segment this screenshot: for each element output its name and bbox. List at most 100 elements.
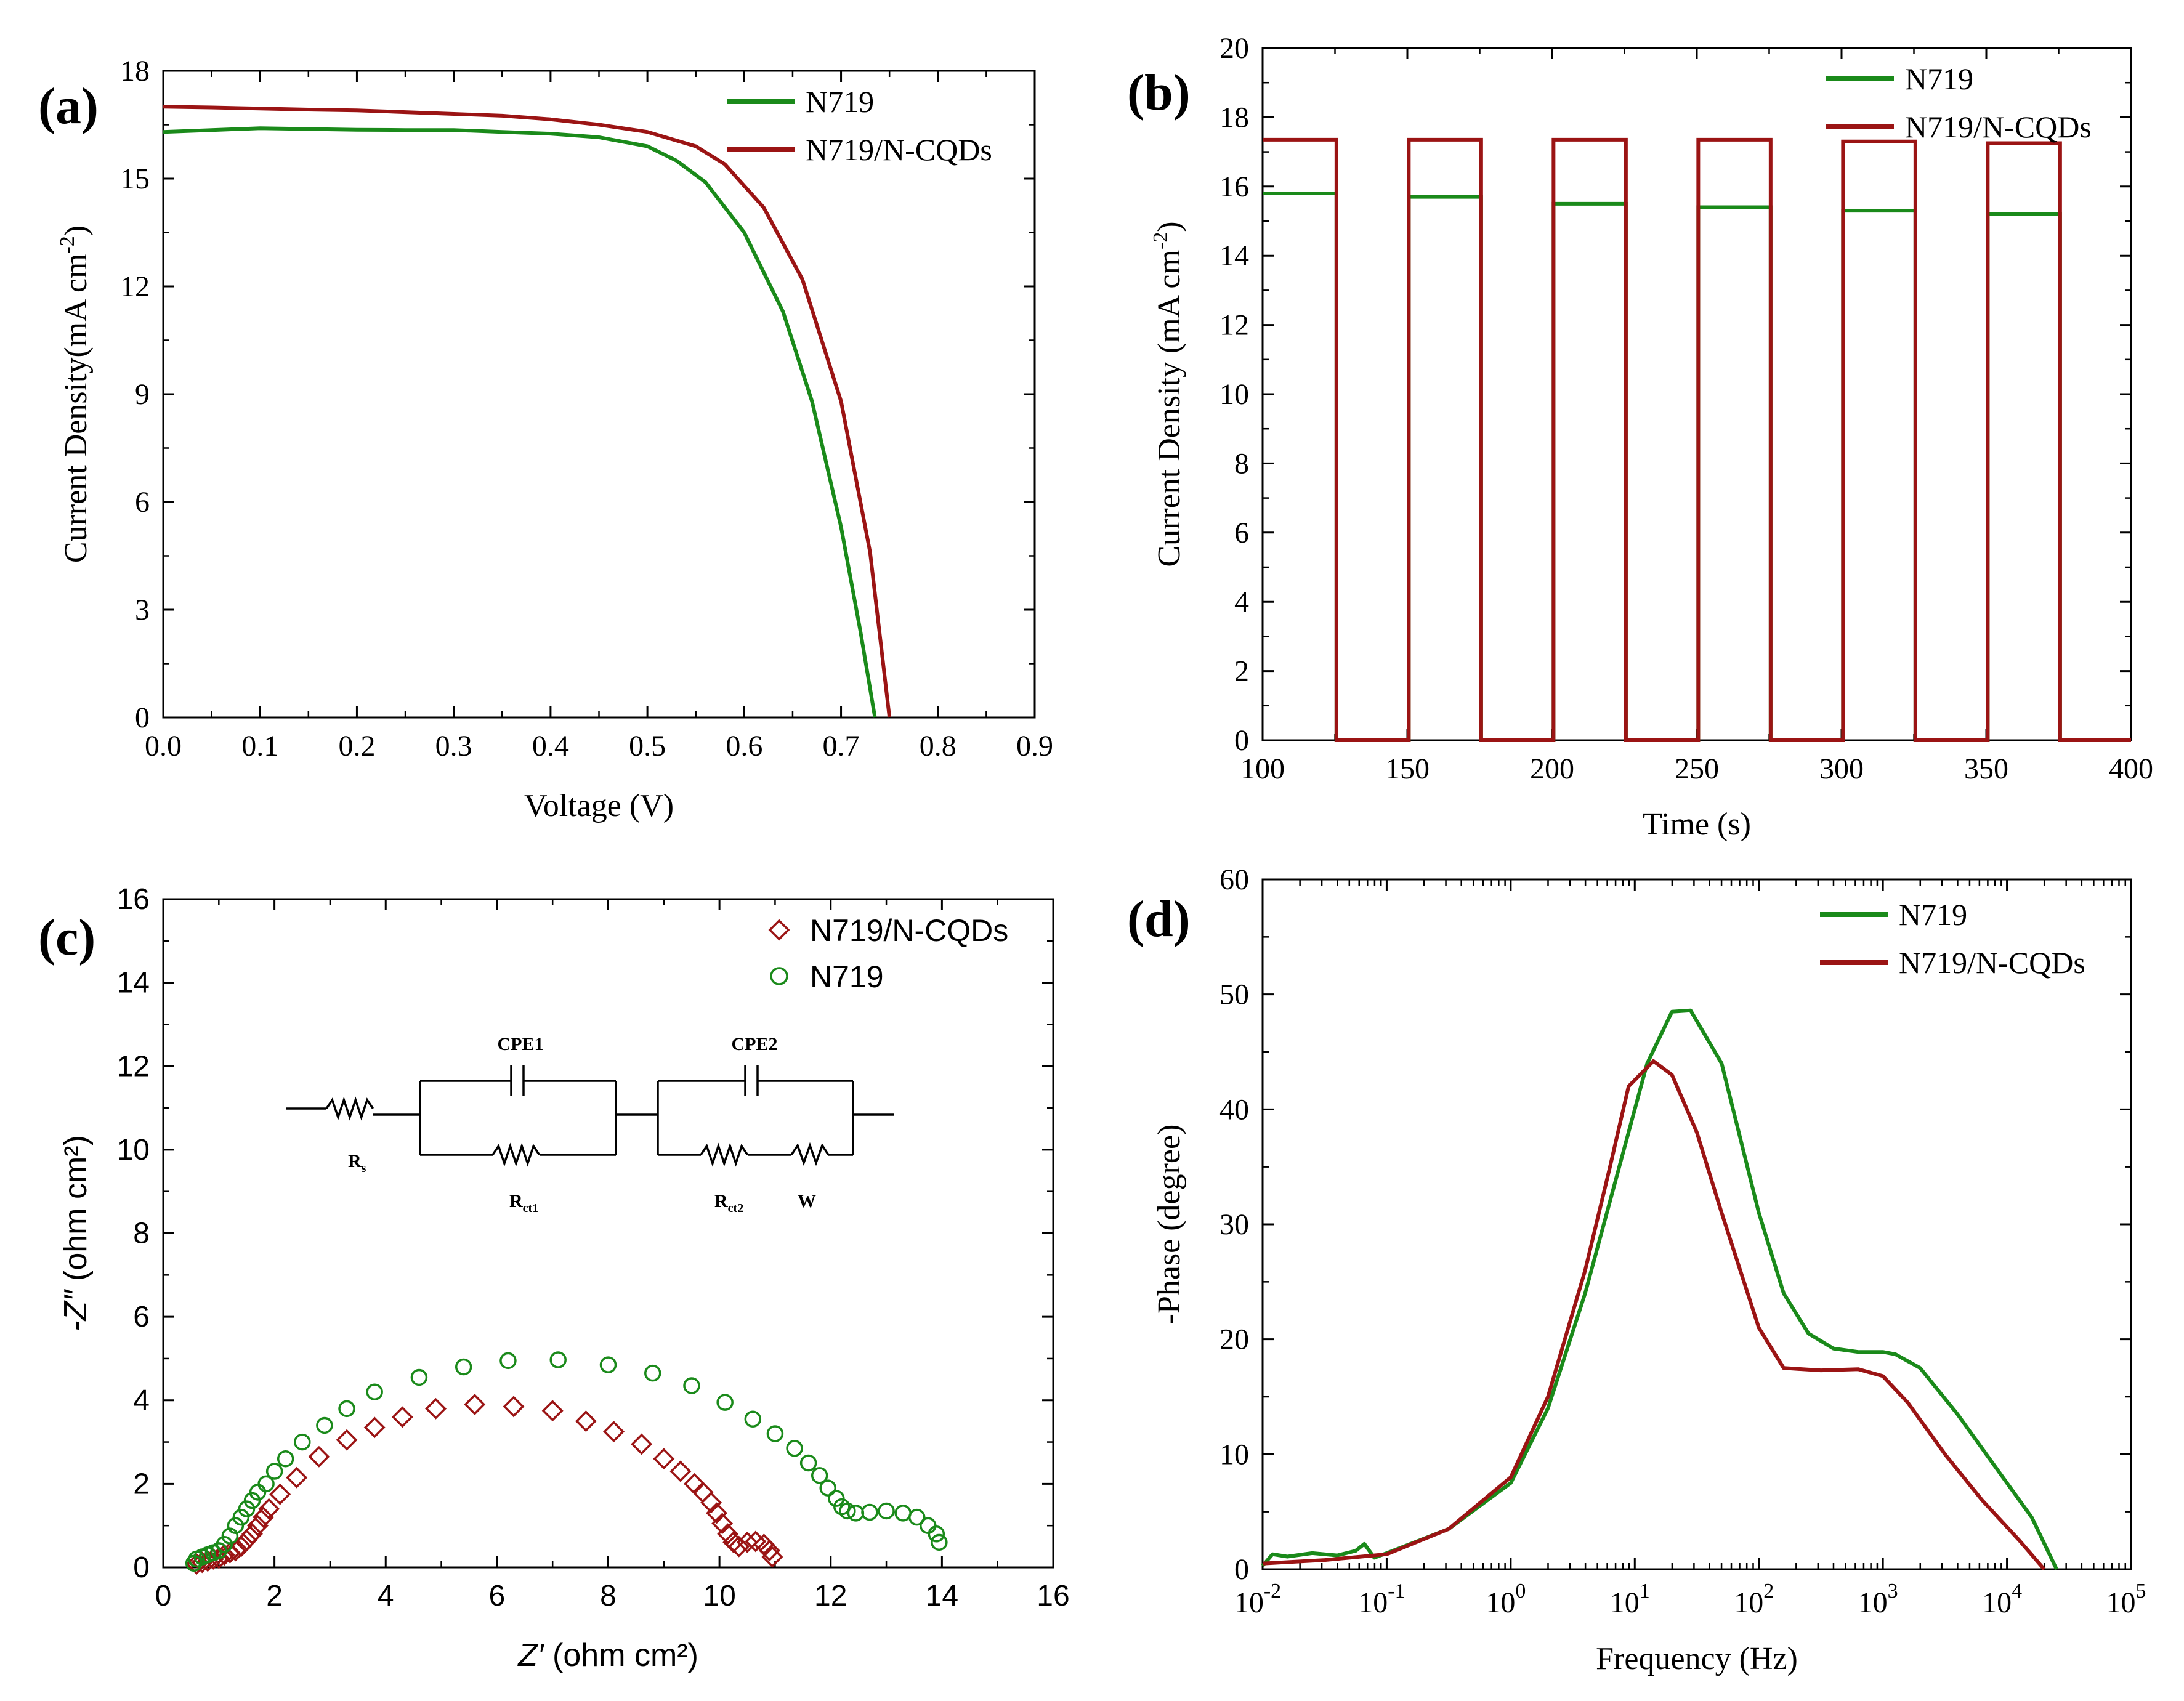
y-tick-label: 6 xyxy=(1234,517,1249,549)
x-tick-label: 14 xyxy=(926,1580,958,1612)
data-point-diamond xyxy=(706,1502,728,1524)
y-tick-label: 12 xyxy=(1219,309,1249,342)
y-tick-label: 0 xyxy=(1234,724,1249,757)
y-tick-label: 9 xyxy=(135,378,150,411)
x-tick-label: 6 xyxy=(489,1580,506,1612)
legend-label: N719/N-CQDs xyxy=(810,913,1008,948)
legend-label: N719/N-CQDs xyxy=(806,132,992,167)
y-tick-label: 0 xyxy=(133,1551,150,1584)
x-axis-label: Z′ (ohm cm²) xyxy=(517,1638,698,1673)
data-point-circle xyxy=(920,1517,937,1534)
data-point-circle xyxy=(277,1450,294,1468)
data-point-diamond xyxy=(464,1394,486,1416)
circuit-label-rs: Rs xyxy=(348,1151,366,1175)
x-tick-label: 0.3 xyxy=(435,730,472,762)
x-tick-label: 200 xyxy=(1530,753,1574,785)
data-point-diamond xyxy=(717,1523,739,1545)
x-tick-label: 0.0 xyxy=(145,730,182,762)
y-tick-label: 12 xyxy=(120,270,150,303)
resistor-rct2 xyxy=(700,1142,749,1167)
tick-marks xyxy=(1261,878,2132,1570)
y-tick-label: 18 xyxy=(1219,101,1249,134)
data-point-diamond xyxy=(541,1400,564,1422)
x-tick-label: 100 xyxy=(1240,753,1285,785)
x-tick-label-base: 10 xyxy=(1982,1586,2012,1619)
x-tick-label: 105 xyxy=(2106,1580,2146,1619)
legend: N719/N-CQDs N719 xyxy=(768,913,1008,994)
series-line-n719 xyxy=(1261,1008,2058,1570)
data-point-diamond xyxy=(253,1506,275,1529)
data-point-circle xyxy=(227,1517,245,1534)
panel-label: (a) xyxy=(38,78,99,135)
data-point-circle xyxy=(744,1410,762,1428)
panel-a-iv-curve: 0.0 0.1 0.2 0.3 0.4 0.5 0.6 0.7 0.8 0.9 0 3 6 9 12 15 18… xyxy=(38,55,1053,823)
data-point-diamond xyxy=(761,1546,783,1568)
data-point-diamond xyxy=(728,1535,750,1558)
data-point-circle xyxy=(549,1351,567,1368)
y-axis-label-close: ) xyxy=(59,225,94,236)
x-tick-label-base: 10 xyxy=(1858,1586,1888,1619)
data-point-diamond xyxy=(700,1492,722,1514)
panel-label: (b) xyxy=(1127,64,1191,121)
y-axis-label-units: (ohm cm²) xyxy=(58,1135,94,1290)
x-tick-label: 4 xyxy=(378,1580,394,1612)
x-tick-label: 100 xyxy=(1486,1580,1526,1619)
x-tick-label: 10-2 xyxy=(1234,1580,1281,1619)
series-markers-n719 xyxy=(185,1351,948,1572)
data-point-circle xyxy=(828,1490,845,1507)
x-tick-label: 400 xyxy=(2109,753,2153,785)
data-point-circle xyxy=(294,1433,311,1451)
data-point-circle xyxy=(766,1425,784,1442)
data-point-diamond xyxy=(241,1523,263,1545)
x-tick-label-exponent: -1 xyxy=(1388,1580,1405,1602)
circuit-label-cpe2: CPE2 xyxy=(732,1034,778,1054)
x-tick-label: 104 xyxy=(1982,1580,2022,1619)
series-line-n719-ncqds xyxy=(163,105,892,718)
x-tick-label: 0.8 xyxy=(920,730,957,762)
x-tick-label: 101 xyxy=(1610,1580,1650,1619)
series-line-n719-ncqds xyxy=(1262,1059,2046,1570)
data-point-diamond xyxy=(224,1540,246,1562)
data-point-diamond xyxy=(736,1531,758,1553)
data-point-circle xyxy=(366,1383,383,1400)
legend-label: N719 xyxy=(806,84,874,119)
data-point-circle xyxy=(338,1400,355,1418)
x-tick-label: 0 xyxy=(155,1580,172,1612)
y-axis-label-close: ) xyxy=(1152,221,1187,232)
data-point-diamond xyxy=(235,1529,257,1551)
x-tick-label-base: 10 xyxy=(1486,1586,1515,1619)
y-tick-label: 16 xyxy=(1219,171,1249,203)
x-tick-label: 12 xyxy=(814,1580,847,1612)
data-point-diamond xyxy=(503,1396,525,1418)
data-point-diamond xyxy=(391,1406,413,1428)
data-point-diamond xyxy=(308,1445,330,1468)
data-point-diamond xyxy=(286,1466,308,1489)
x-tick-label: 2 xyxy=(266,1580,283,1612)
data-point-diamond xyxy=(213,1544,235,1566)
data-point-circle xyxy=(894,1505,912,1522)
x-tick-label: 250 xyxy=(1675,753,1719,785)
data-point-circle xyxy=(257,1475,275,1493)
data-point-circle xyxy=(931,1533,948,1551)
y-tick-label: 20 xyxy=(1219,1323,1249,1356)
data-point-diamond xyxy=(603,1421,625,1443)
x-axis-label-units: (ohm cm²) xyxy=(544,1638,698,1673)
data-point-circle xyxy=(499,1352,517,1370)
data-point-circle xyxy=(928,1525,945,1543)
y-axis-label: -Phase (degree) xyxy=(1152,1125,1187,1325)
x-tick-label-exponent: 1 xyxy=(1640,1580,1650,1602)
y-tick-label: 3 xyxy=(135,594,150,626)
legend-marker-circle xyxy=(770,967,788,985)
y-tick-label: 30 xyxy=(1219,1208,1249,1241)
x-axis-label: Time (s) xyxy=(1643,807,1751,842)
y-tick-label: 60 xyxy=(1219,863,1249,896)
y-axis-label-symbol: -Z″ xyxy=(58,1289,94,1331)
tick-marks xyxy=(162,898,1054,1569)
x-tick-label: 103 xyxy=(1858,1580,1898,1619)
y-tick-label: 40 xyxy=(1219,1093,1249,1126)
x-tick-label-exponent: 0 xyxy=(1515,1580,1526,1602)
x-tick-label: 0.1 xyxy=(241,730,278,762)
data-point-circle xyxy=(644,1364,661,1382)
